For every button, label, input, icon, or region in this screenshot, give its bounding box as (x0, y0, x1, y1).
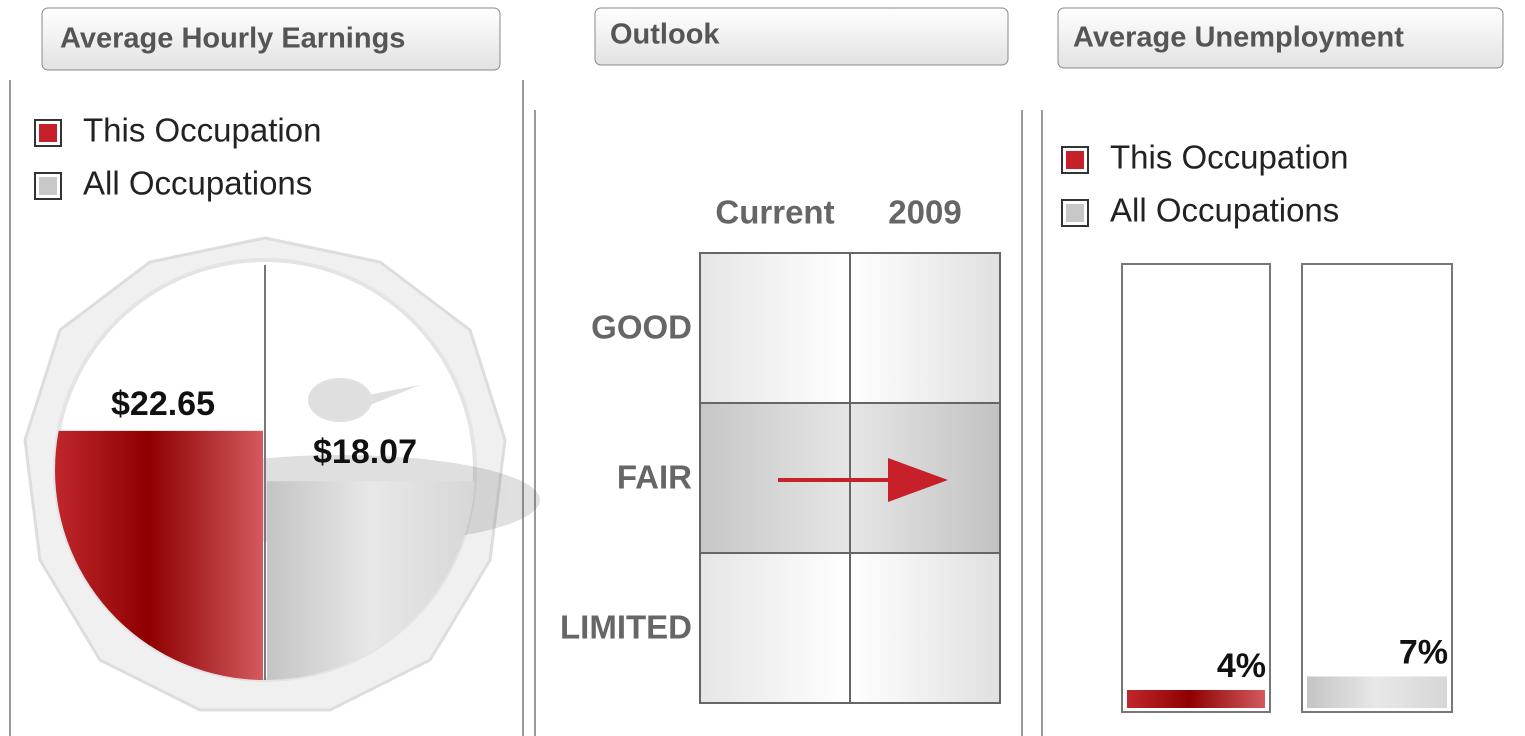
screen: Average Hourly Earnings Outlook Average … (0, 0, 1525, 736)
legend-swatch-fill (39, 177, 57, 195)
row-header: LIMITED (560, 609, 692, 646)
tab[interactable]: Average Unemployment (1058, 8, 1503, 68)
tab[interactable]: Outlook (595, 8, 1008, 65)
legend-label: This Occupation (1110, 139, 1348, 176)
unemployment-label: 7% (1399, 633, 1448, 671)
earnings-label: $22.65 (111, 385, 215, 423)
earnings-fill (55, 431, 263, 680)
unemployment-bar (1307, 677, 1447, 709)
tab[interactable]: Average Hourly Earnings (42, 8, 500, 70)
bar-frame (1122, 264, 1270, 712)
unemployment-bar (1127, 690, 1265, 708)
tab-label: Outlook (610, 19, 720, 51)
unemployment-label: 4% (1217, 647, 1266, 685)
page: Average Hourly Earnings Outlook Average … (0, 0, 1525, 736)
row-header: GOOD (591, 309, 692, 346)
legend-swatch-fill (1066, 151, 1084, 169)
tab-label: Average Hourly Earnings (60, 23, 405, 55)
column-header: Current (715, 194, 834, 231)
earnings-label: $18.07 (313, 433, 417, 471)
legend-label: All Occupations (1110, 192, 1339, 229)
tab-label: Average Unemployment (1073, 22, 1404, 54)
column-header: 2009 (888, 194, 961, 231)
row-header: FAIR (617, 459, 692, 496)
legend-label: This Occupation (83, 112, 321, 149)
legend-swatch-fill (1066, 204, 1084, 222)
legend-swatch-fill (39, 124, 57, 142)
legend-label: All Occupations (83, 165, 312, 202)
